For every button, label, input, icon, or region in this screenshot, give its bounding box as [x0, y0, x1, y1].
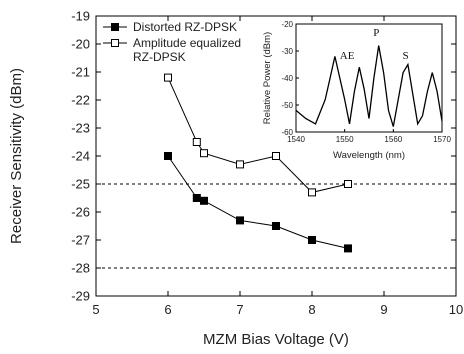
legend-marker-equalized — [111, 39, 119, 47]
x-tick-label: 6 — [164, 302, 171, 317]
data-point-distorted — [192, 194, 201, 202]
y-tick-label: -25 — [71, 177, 90, 192]
data-point-equalized — [236, 160, 244, 169]
x-tick-label: 8 — [308, 302, 315, 317]
y-tick-label: -20 — [71, 37, 90, 52]
y-axis: -19 -20 -21 -22 -23 -24 -25 -26 -27 -28 -29 — [71, 9, 456, 304]
inset-annotation: AE — [340, 50, 355, 62]
data-point-distorted — [344, 244, 352, 253]
legend: Distorted RZ-DPSK Amplitude equalized RZ… — [103, 20, 241, 64]
legend-label-equalized: Amplitude equalized — [133, 36, 241, 50]
reference-lines — [96, 183, 456, 269]
y-tick-label: -19 — [71, 9, 90, 24]
inset-annotation: S — [402, 50, 408, 62]
inset-x-tick-label: 1560 — [384, 135, 402, 144]
inset-x-tick-label: 1540 — [287, 135, 305, 144]
y-tick-label: -26 — [71, 205, 90, 220]
y-tick-label: -24 — [71, 149, 90, 164]
x-axis: 5 6 7 8 9 10 — [92, 16, 463, 317]
x-tick-label: 5 — [92, 302, 99, 317]
x-tick-label: 9 — [380, 302, 387, 317]
y-tick-label: -21 — [71, 65, 90, 80]
y-tick-label: -22 — [71, 93, 90, 108]
data-point-equalized — [192, 138, 201, 146]
x-axis-label: MZM Bias Voltage (V) — [203, 331, 349, 348]
inset-x-tick-label: 1550 — [336, 135, 354, 144]
y-tick-label: -23 — [71, 121, 90, 136]
x-tick-label: 10 — [449, 302, 463, 317]
data-point-distorted — [308, 236, 316, 244]
y-tick-label: -29 — [71, 289, 90, 304]
inset-y-tick-label: -50 — [281, 101, 293, 110]
data-point-equalized — [200, 149, 208, 158]
y-tick-label: -28 — [71, 261, 90, 276]
y-axis-label: Receiver Sensitivity (dBm) — [8, 68, 25, 244]
data-point-equalized — [308, 188, 316, 197]
inset-chart: 1540 1550 1560 1570 -20 -30 -40 -50 -60 AE P S Wa… — [262, 20, 451, 161]
inset-annotation: P — [373, 27, 379, 39]
data-point-distorted — [236, 216, 244, 225]
legend-marker-distorted — [111, 23, 119, 31]
inset-y-tick-label: -60 — [281, 128, 293, 137]
inset-y-tick-label: -40 — [281, 74, 293, 83]
data-point-equalized — [344, 180, 352, 188]
inset-annotations: AE P S — [340, 27, 409, 62]
inset-y-tick-label: -20 — [281, 20, 293, 29]
inset-y-axis-label: Relative Power (dBm) — [262, 32, 273, 124]
inset-series-layer — [295, 45, 443, 127]
series-layer — [164, 73, 352, 253]
data-point-equalized — [272, 152, 280, 160]
legend-label-equalized-line2: RZ-DPSK — [133, 50, 186, 64]
data-point-distorted — [272, 222, 280, 230]
data-point-equalized — [164, 73, 172, 82]
inset-y-tick-label: -30 — [281, 47, 293, 56]
data-point-distorted — [200, 196, 208, 205]
inset-x-axis: 1540 1550 1560 1570 — [287, 129, 451, 144]
x-tick-label: 7 — [236, 302, 243, 317]
inset-x-tick-label: 1570 — [433, 135, 451, 144]
series-line-distorted — [167, 155, 349, 249]
inset-spectrum-line — [295, 45, 443, 127]
legend-label-distorted: Distorted RZ-DPSK — [133, 20, 237, 34]
inset-x-axis-label: Wavelength (nm) — [333, 150, 405, 161]
data-point-distorted — [164, 152, 172, 160]
inset-y-axis: -20 -30 -40 -50 -60 — [281, 20, 299, 137]
y-tick-label: -27 — [71, 233, 90, 248]
